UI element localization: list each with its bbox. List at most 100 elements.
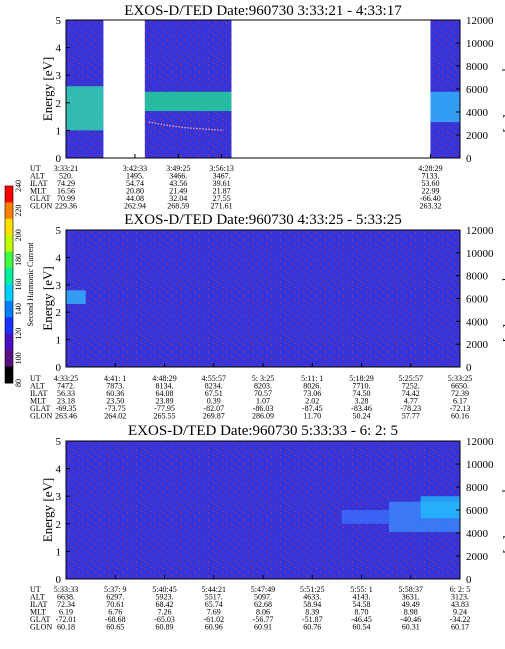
table-cell: 74.42 [402,389,420,398]
table-cell: -69.35 [56,404,77,413]
table-cell: 60.17 [451,623,469,632]
table-cell: 23.50 [106,397,124,406]
table-cell: 44.08 [126,194,144,203]
table-cell: 286.09 [252,412,274,421]
table-cell: 5:11: 1 [301,374,323,383]
table-cell: 7133. [421,172,439,181]
table-cell: 1495. [126,172,144,181]
table-cell: 3467. [213,172,231,181]
y2-tick-label: 10000 [466,38,494,50]
table-cell: 9.24 [453,608,467,617]
y-axis-label: Energy [eV] [40,478,55,542]
colorbar-tick-label: 240 [14,180,23,192]
y2-tick-label: 6000 [466,294,489,306]
data-gap-1 [103,20,145,158]
table-cell: 70.61 [106,600,124,609]
chart-title: EXOS-D/TED Date:960730 5:33:33 - 6: 2: 5 [128,423,398,439]
table-cell: 54.74 [126,179,144,188]
table-cell: 23.89 [156,397,174,406]
table-cell: 271.61 [211,202,233,211]
y2-tick-label: 2000 [466,130,489,142]
table-cell: 8234. [205,382,223,391]
y2-tick-label: 6000 [466,84,489,96]
colorbar-tick-label: 100 [14,352,23,364]
table-row-label: GLAT [30,404,51,413]
table-cell: 21.87 [213,187,231,196]
table-cell: 43.56 [169,179,187,188]
table-row-label: GLON [30,412,52,421]
heatmap-band-3 [430,91,460,123]
table-cell: 67.51 [205,389,223,398]
table-cell: -86.03 [253,404,274,413]
y-tick-label: 0 [56,153,62,165]
table-cell: 70.57 [254,389,272,398]
table-cell: 60.89 [156,623,174,632]
colorbar-swatch [5,333,13,351]
table-cell: 60.76 [303,623,321,632]
table-cell: 229.36 [55,202,77,211]
chart-title: EXOS-D/TED Date:960730 3:33:21 - 4:33:17 [124,3,402,19]
table-cell: 60.96 [205,623,223,632]
table-cell: 20.80 [126,187,144,196]
y2-tick-label: 10000 [466,248,494,260]
orbit-table: UT 5:33:33 5:37: 9 5:40:45 5:44:21 5:47:49 5:5… [30,585,470,632]
table-cell: 60.65 [106,623,124,632]
colorbar-tick-label: 200 [14,229,23,241]
y-tick-label: 4 [56,464,62,476]
table-cell: 5:51:25 [300,585,324,594]
orbit-table: UT 3:33:21 3:42:33 3:49:25 3:56:13 4:28:29 ALT… [30,164,443,211]
table-cell: 68.42 [156,600,174,609]
table-cell: -72.01 [56,615,77,624]
table-row-label: UT [30,164,41,173]
table-cell: 11.70 [303,412,321,421]
colorbar-swatch [5,218,13,236]
y2-tick-label: 2000 [466,551,489,563]
table-cell: 4:33:25 [54,374,78,383]
table-cell: 269.87 [203,412,225,421]
table-cell: 268.59 [167,202,189,211]
table-cell: 4.77 [404,397,418,406]
table-cell: 3:33:21 [54,164,78,173]
table-cell: -56.77 [253,615,274,624]
table-cell: 16.56 [57,187,75,196]
table-cell: 72.39 [451,389,469,398]
table-cell: -78.23 [400,404,421,413]
table-row-label: UT [30,585,41,594]
y2-tick-label: 0 [466,574,472,586]
table-cell: 32.04 [169,194,187,203]
table-cell: 49.49 [402,600,420,609]
table-row-label: ALT [30,172,45,181]
y2-axis-label: Temperature [K] [502,255,505,342]
y2-tick-label: 12000 [466,15,494,27]
table-cell: -65.03 [154,615,175,624]
table-cell: 6638. [57,593,75,602]
table-cell: 56.33 [57,389,75,398]
colorbar-tick-label: 160 [14,279,23,291]
table-cell: -68.68 [105,615,126,624]
chart-panel-3: EXOS-D/TED Date:960730 5:33:33 - 6: 2: 5… [30,423,505,632]
table-row-label: ILAT [30,179,47,188]
table-cell: 5:33:25 [448,374,472,383]
colorbar-frame [4,185,14,384]
table-cell: -83.46 [351,404,372,413]
table-cell: 6297. [106,593,124,602]
table-row-label: ILAT [30,600,47,609]
y-tick-label: 5 [56,436,62,448]
y-tick-label: 3 [56,280,62,292]
table-cell: 57.77 [402,412,420,421]
table-cell: 5:47:49 [251,585,275,594]
heatmap-band-2 [144,91,232,112]
table-cell: 6: 2: 5 [450,585,470,594]
table-cell: 43.83 [451,600,469,609]
chart-panel-1: EXOS-D/TED Date:960730 3:33:21 - 4:33:17… [30,3,505,211]
y-tick-label: 2 [56,98,62,110]
table-cell: 5:44:21 [202,585,226,594]
table-cell: 3631. [402,593,420,602]
table-cell: 60.16 [451,412,469,421]
table-cell: 4143. [353,593,371,602]
table-cell: 5:55: 1 [350,585,372,594]
colorbar-tick-label: 140 [14,303,23,315]
colorbar-swatch [5,202,13,220]
colorbar-swatch [5,186,13,203]
table-cell: 54.58 [353,600,371,609]
